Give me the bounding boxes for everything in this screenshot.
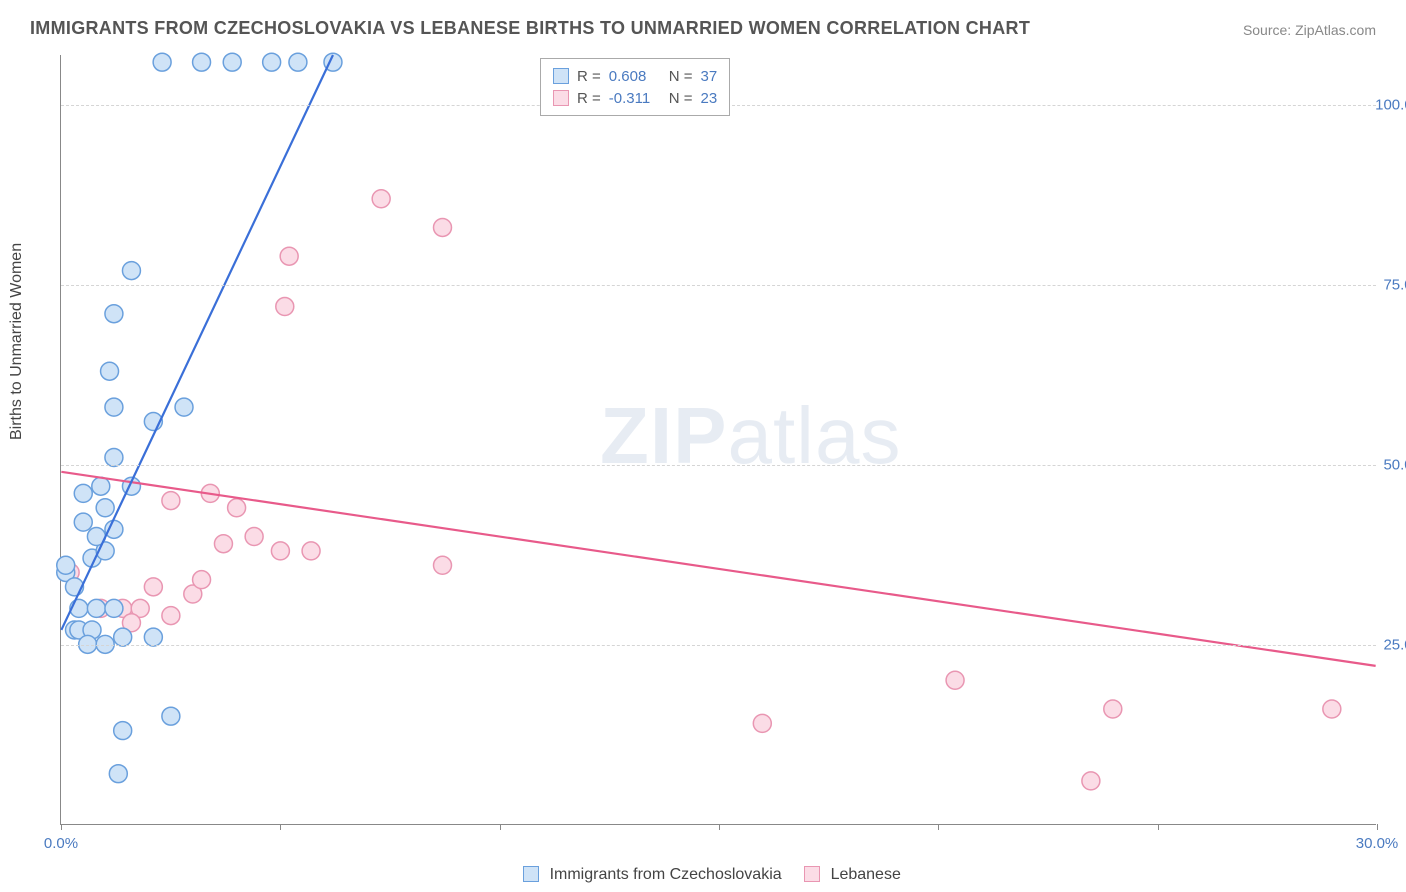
lebanese-point bbox=[214, 535, 232, 553]
gridline bbox=[61, 285, 1376, 286]
lebanese-point bbox=[1104, 700, 1122, 718]
czech-point bbox=[263, 53, 281, 71]
gridline bbox=[61, 465, 1376, 466]
n-label: N = bbox=[669, 68, 693, 85]
n-value-lebanese: 23 bbox=[701, 90, 718, 107]
legend-label-lebanese: Lebanese bbox=[831, 866, 901, 883]
lebanese-point bbox=[372, 190, 390, 208]
czech-point bbox=[105, 305, 123, 323]
czech-regression-line bbox=[61, 55, 333, 630]
x-tick bbox=[500, 824, 501, 830]
czech-point bbox=[223, 53, 241, 71]
x-tick bbox=[280, 824, 281, 830]
czech-point bbox=[122, 262, 140, 280]
r-value-lebanese: -0.311 bbox=[609, 90, 661, 107]
x-tick bbox=[1158, 824, 1159, 830]
swatch-czech-bottom bbox=[523, 866, 539, 882]
swatch-czech bbox=[553, 68, 569, 84]
source-attribution: Source: ZipAtlas.com bbox=[1243, 22, 1376, 38]
n-value-czech: 37 bbox=[701, 68, 718, 85]
y-axis-label: Births to Unmarried Women bbox=[8, 243, 26, 440]
x-tick bbox=[719, 824, 720, 830]
lebanese-point bbox=[162, 492, 180, 510]
y-tick-label: 75.0% bbox=[1383, 277, 1406, 294]
czech-point bbox=[105, 448, 123, 466]
czech-point bbox=[162, 707, 180, 725]
r-label: R = bbox=[577, 68, 601, 85]
lebanese-point bbox=[434, 556, 452, 574]
lebanese-point bbox=[144, 578, 162, 596]
lebanese-point bbox=[946, 671, 964, 689]
r-value-czech: 0.608 bbox=[609, 68, 661, 85]
legend-row-czech: R = 0.608 N = 37 bbox=[553, 65, 717, 87]
y-tick-label: 100.0% bbox=[1375, 97, 1406, 114]
czech-point bbox=[193, 53, 211, 71]
plot-svg bbox=[61, 55, 1376, 824]
lebanese-point bbox=[434, 218, 452, 236]
lebanese-point bbox=[271, 542, 289, 560]
series-legend: Immigrants from Czechoslovakia Lebanese bbox=[0, 866, 1406, 884]
lebanese-regression-line bbox=[61, 472, 1375, 666]
czech-point bbox=[87, 599, 105, 617]
n-label: N = bbox=[669, 90, 693, 107]
swatch-lebanese-bottom bbox=[804, 866, 820, 882]
lebanese-point bbox=[228, 499, 246, 517]
lebanese-point bbox=[276, 298, 294, 316]
x-tick bbox=[61, 824, 62, 830]
r-label: R = bbox=[577, 90, 601, 107]
lebanese-point bbox=[245, 528, 263, 546]
x-tick-label: 0.0% bbox=[44, 835, 78, 852]
lebanese-point bbox=[753, 714, 771, 732]
lebanese-point bbox=[280, 247, 298, 265]
swatch-lebanese bbox=[553, 90, 569, 106]
czech-point bbox=[74, 513, 92, 531]
czech-point bbox=[105, 599, 123, 617]
czech-point bbox=[144, 628, 162, 646]
plot-area: 25.0%50.0%75.0%100.0%0.0%30.0% bbox=[60, 55, 1376, 825]
czech-point bbox=[114, 722, 132, 740]
lebanese-point bbox=[193, 571, 211, 589]
correlation-legend: R = 0.608 N = 37 R = -0.311 N = 23 bbox=[540, 58, 730, 116]
czech-point bbox=[96, 499, 114, 517]
y-tick-label: 25.0% bbox=[1383, 637, 1406, 654]
legend-label-czech: Immigrants from Czechoslovakia bbox=[550, 866, 782, 883]
czech-point bbox=[175, 398, 193, 416]
czech-point bbox=[92, 477, 110, 495]
lebanese-point bbox=[1082, 772, 1100, 790]
czech-point bbox=[74, 484, 92, 502]
chart-title: IMMIGRANTS FROM CZECHOSLOVAKIA VS LEBANE… bbox=[30, 18, 1030, 39]
lebanese-point bbox=[162, 607, 180, 625]
gridline bbox=[61, 645, 1376, 646]
x-tick-label: 30.0% bbox=[1356, 835, 1399, 852]
lebanese-point bbox=[302, 542, 320, 560]
x-tick bbox=[1377, 824, 1378, 830]
czech-point bbox=[153, 53, 171, 71]
legend-row-lebanese: R = -0.311 N = 23 bbox=[553, 87, 717, 109]
czech-point bbox=[114, 628, 132, 646]
czech-point bbox=[57, 556, 75, 574]
czech-point bbox=[105, 398, 123, 416]
y-tick-label: 50.0% bbox=[1383, 457, 1406, 474]
lebanese-point bbox=[1323, 700, 1341, 718]
czech-point bbox=[105, 520, 123, 538]
czech-point bbox=[101, 362, 119, 380]
czech-point bbox=[109, 765, 127, 783]
czech-point bbox=[289, 53, 307, 71]
x-tick bbox=[938, 824, 939, 830]
